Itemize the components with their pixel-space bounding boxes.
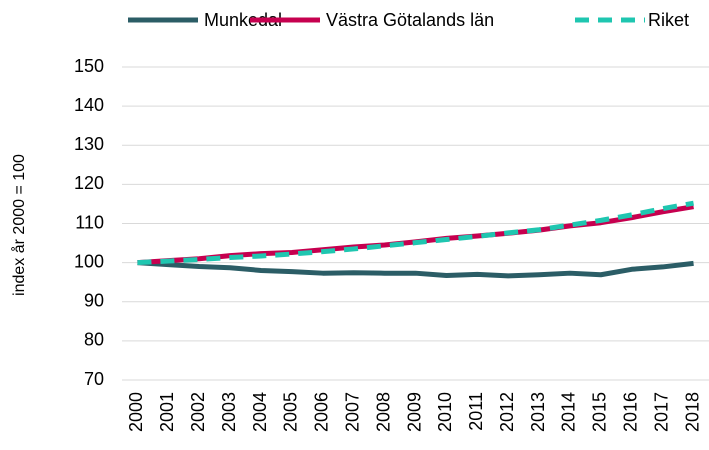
x-tick-label: 2015: [590, 392, 610, 432]
x-tick-label: 2002: [188, 392, 208, 432]
x-tick-label: 2012: [497, 392, 517, 432]
x-tick-label: 2017: [651, 392, 671, 432]
x-tick-label: 2008: [373, 392, 393, 432]
x-tick-label: 2007: [342, 392, 362, 432]
x-tick-label: 2006: [312, 392, 332, 432]
x-tick-label: 2011: [466, 392, 486, 431]
x-tick-label: 2014: [559, 392, 579, 432]
x-tick-label: 2001: [157, 392, 177, 432]
y-tick-label: 140: [74, 95, 104, 115]
legend-label: Riket: [648, 10, 689, 30]
y-tick-label: 70: [84, 369, 104, 389]
y-tick-label: 90: [84, 291, 104, 311]
x-tick-label: 2005: [281, 392, 301, 432]
series-line: [137, 200, 694, 266]
y-tick-label: 110: [75, 212, 104, 232]
legend-label: Västra Götalands län: [326, 10, 494, 30]
y-tick-label: 120: [74, 173, 104, 193]
x-tick-label: 2013: [528, 392, 548, 432]
y-axis-label: index år 2000 = 100: [10, 154, 28, 296]
y-tick-label: 80: [84, 330, 104, 350]
series-line: [137, 260, 694, 279]
y-tick-label: 130: [74, 134, 104, 154]
x-tick-label: 2003: [219, 392, 239, 432]
x-tick-label: 2016: [621, 392, 641, 432]
x-tick-label: 2018: [682, 392, 702, 432]
x-tick-label: 2004: [250, 392, 270, 432]
y-tick-label: 150: [74, 56, 104, 76]
y-tick-label: 100: [74, 251, 104, 271]
x-tick-label: 2010: [435, 392, 455, 432]
x-tick-label: 2000: [126, 392, 146, 432]
legend-label: Munkedal: [204, 10, 282, 30]
x-tick-label: 2009: [404, 392, 424, 432]
series-line: [137, 204, 694, 266]
